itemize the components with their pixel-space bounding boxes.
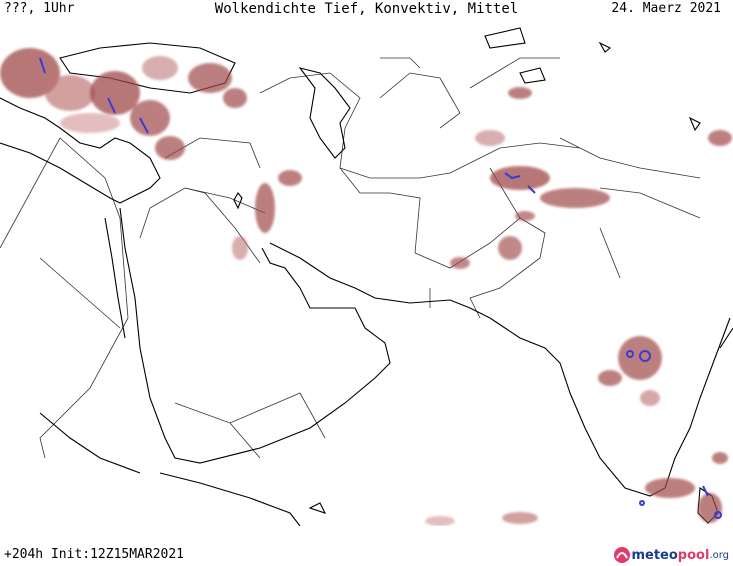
coastlines [0,27,733,526]
logo-word-pool: pool [677,547,710,563]
cloud-patches [0,48,732,526]
forecast-date-label: 24. Maerz 2021 [611,1,721,16]
cloud-cores [39,57,722,519]
forecast-hour-label: ???, 1Uhr [4,1,75,16]
logo-mark-icon [614,547,631,563]
logo-word-meteo: meteo [631,547,678,563]
logo-word-org: .org [709,549,729,561]
map-title: Wolkendichte Tief, Konvektiv, Mittel [214,1,519,17]
meteopool-logo-icon[interactable]: meteo pool .org [613,545,729,565]
init-time-label: +204h Init:12Z15MAR2021 [4,547,185,562]
cloud-density-map [0,27,733,526]
country-borders [0,57,701,459]
